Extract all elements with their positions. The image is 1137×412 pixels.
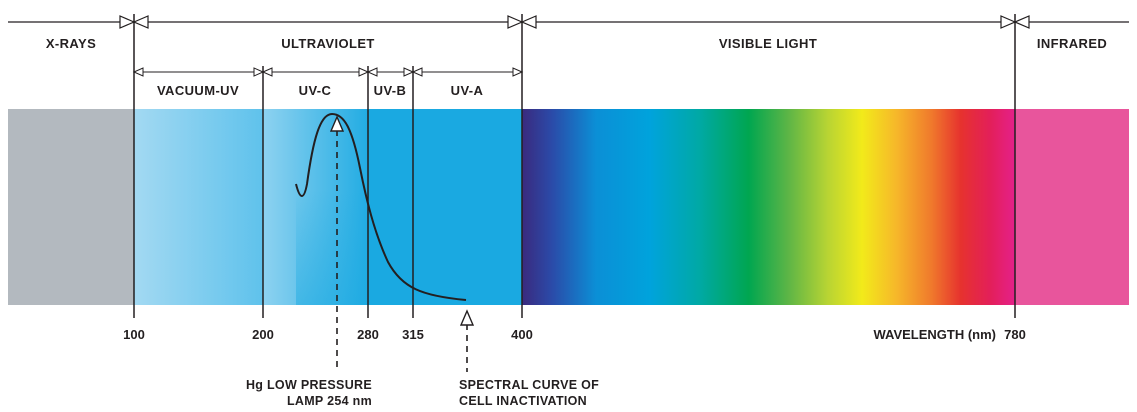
- tick-200: 200: [252, 327, 274, 342]
- lamp-annotation-line1: Hg LOW PRESSURE: [246, 378, 372, 392]
- subband-label-uva: UV-A: [451, 83, 484, 98]
- lamp-pointer: [329, 115, 345, 372]
- band-label-infrared: INFRARED: [1037, 36, 1107, 51]
- vacuum-uv-region: [134, 109, 263, 305]
- tick-280: 280: [357, 327, 379, 342]
- boundary-lines: [133, 14, 1016, 318]
- subband-label-uvc: UV-C: [299, 83, 332, 98]
- tick-100: 100: [123, 327, 145, 342]
- curve-annotation-line1: SPECTRAL CURVE OF: [459, 378, 599, 392]
- subband-label-vacuum-uv: VACUUM-UV: [157, 83, 239, 98]
- subband-label-uvb: UV-B: [374, 83, 407, 98]
- band-label-xrays: X-RAYS: [46, 36, 96, 51]
- band-label-visible: VISIBLE LIGHT: [719, 36, 817, 51]
- subband-arrows: [132, 67, 524, 77]
- cell-inactivation-curve: [295, 112, 467, 301]
- curve-fill: [296, 190, 464, 305]
- lamp-annotation-line2: LAMP 254 nm: [287, 394, 372, 408]
- tick-400: 400: [511, 327, 533, 342]
- visible-region: [522, 109, 1015, 305]
- tick-780: 780: [1004, 327, 1026, 342]
- infrared-region: [1015, 109, 1129, 305]
- spectrum-bar: [8, 109, 1129, 305]
- axis-label: WAVELENGTH (nm): [873, 327, 996, 342]
- curve-pointer: [459, 309, 475, 372]
- curve-annotation-line2: CELL INACTIVATION: [459, 394, 587, 408]
- tick-315: 315: [402, 327, 424, 342]
- band-arrows: [8, 15, 1129, 29]
- band-label-ultraviolet: ULTRAVIOLET: [281, 36, 374, 51]
- xray-region: [8, 109, 134, 305]
